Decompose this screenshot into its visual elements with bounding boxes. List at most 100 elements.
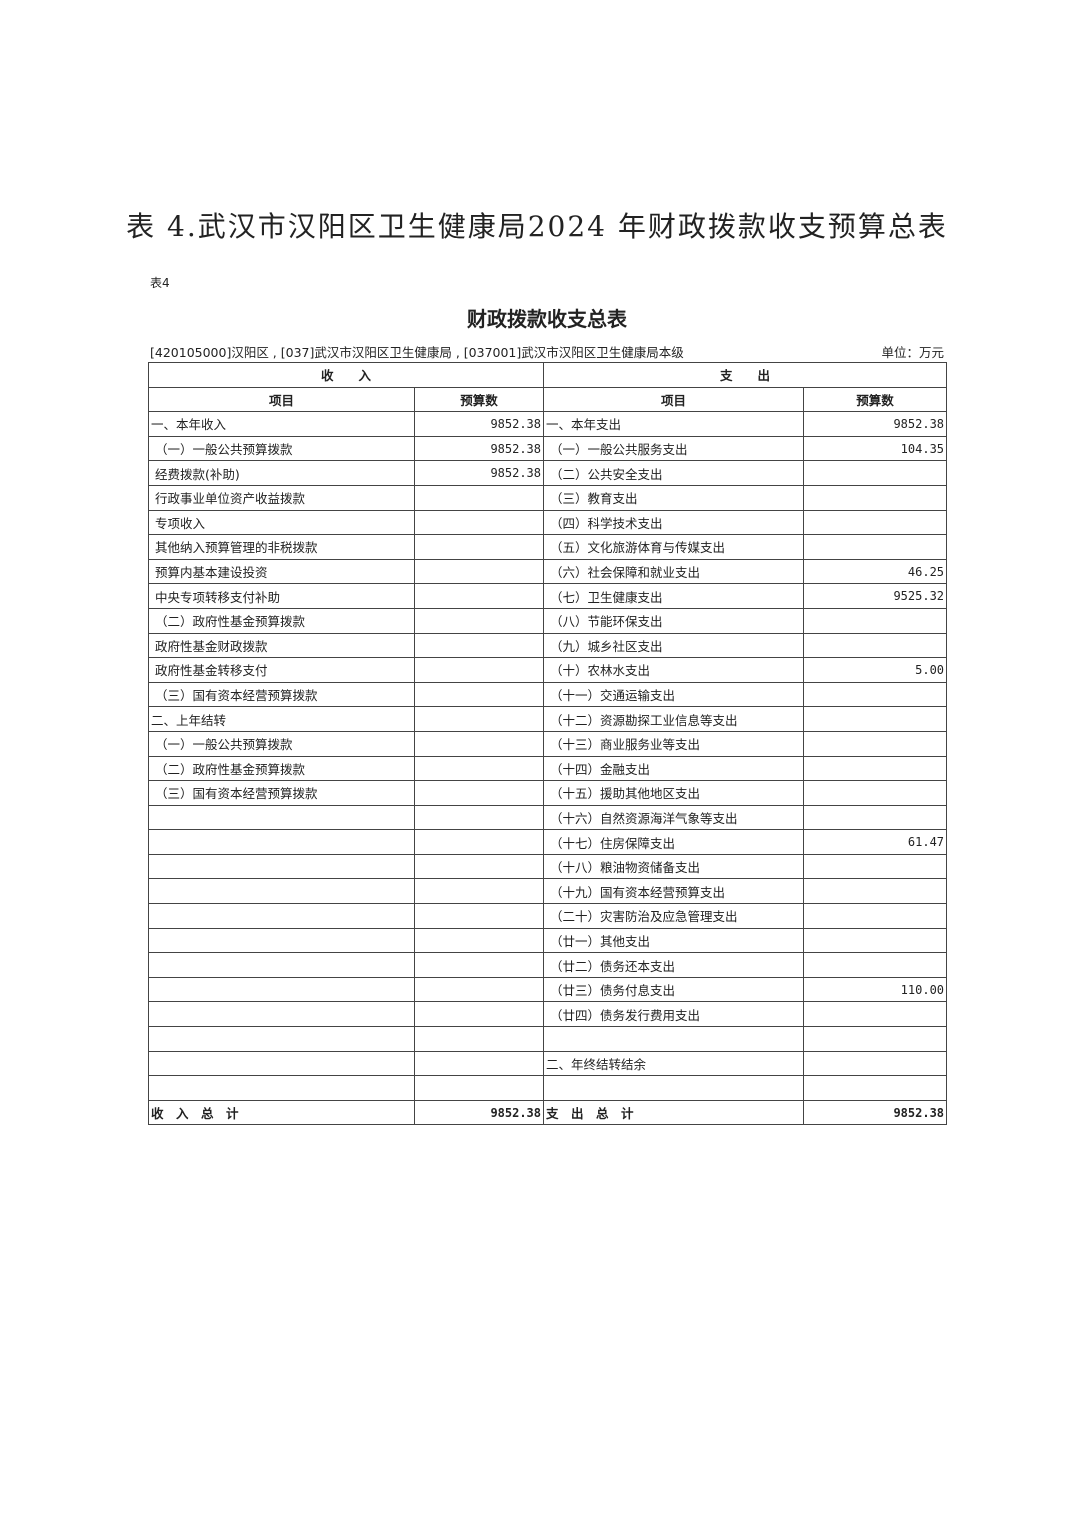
expense-value [803,534,948,560]
expense-value: 46.25 [803,558,948,585]
table-row: （二）政府性基金预算拨款 （八）节能环保支出 [148,607,948,634]
expense-value [803,632,948,659]
income-value [413,1075,545,1101]
expense-item: （十一）交通运输支出 [543,681,805,708]
expense-total-value: 9852.38 [803,1099,948,1126]
expense-value [803,1001,948,1028]
income-value: 9852.38 [413,435,545,462]
expense-value [803,730,948,757]
income-value [413,657,545,683]
expense-value [803,853,948,880]
expense-item: （廿四）债务发行费用支出 [543,1001,805,1028]
expense-item: （十）农林水支出 [543,657,805,683]
expense-value [803,1075,948,1101]
income-total-value: 9852.38 [413,1099,545,1126]
expense-total-label: 支 出 总 计 [543,1099,805,1126]
table-row: （廿三）债务付息支出 110.00 [148,976,948,1003]
income-item: 其他纳入预算管理的非税拨款 [148,534,415,560]
income-value [413,804,545,831]
income-value [413,632,545,659]
income-item [148,878,415,905]
expense-item: 一、本年支出 [543,411,805,437]
income-item-header: 项目 [148,386,415,413]
expense-item: （九）城乡社区支出 [543,632,805,659]
expense-value: 9525.32 [803,583,948,609]
table-title: 财政拨款收支总表 [467,307,627,331]
expense-item [543,1026,805,1052]
income-item: 政府性基金转移支付 [148,657,415,683]
table-row: （三）国有资本经营预算拨款 （十五）援助其他地区支出 [148,780,948,806]
table-row: （十八）粮油物资储备支出 [148,853,948,880]
income-value [413,927,545,954]
expense-item: 二、年终结转结余 [543,1050,805,1077]
income-item: 一、本年收入 [148,411,415,437]
income-value [413,706,545,732]
expense-item: （廿三）债务付息支出 [543,976,805,1003]
expense-item: （八）节能环保支出 [543,607,805,634]
expense-value: 5.00 [803,657,948,683]
table-row: （十六）自然资源海洋气象等支出 [148,804,948,831]
table-row: 二、上年结转 （十二）资源勘探工业信息等支出 [148,706,948,732]
expense-item: （六）社会保障和就业支出 [543,558,805,585]
expense-item: （十二）资源勘探工业信息等支出 [543,706,805,732]
income-item: （一）一般公共预算拨款 [148,435,415,462]
expense-item: （一）一般公共服务支出 [543,435,805,462]
income-value [413,730,545,757]
expense-value [803,1026,948,1052]
expense-value [803,804,948,831]
income-value [413,853,545,880]
expense-item: （十六）自然资源海洋气象等支出 [543,804,805,831]
expense-item: （十三）商业服务业等支出 [543,730,805,757]
income-value [413,829,545,855]
income-value [413,681,545,708]
income-value [413,755,545,782]
expense-value [803,509,948,536]
expense-value [803,706,948,732]
income-value [413,976,545,1003]
income-item: 二、上年结转 [148,706,415,732]
expense-value [803,681,948,708]
income-value [413,607,545,634]
expense-value: 9852.38 [803,411,948,437]
expense-item: （十五）援助其他地区支出 [543,780,805,806]
income-value [413,1050,545,1077]
income-header: 收 入 [147,362,545,388]
table-row: 政府性基金财政拨款 （九）城乡社区支出 [148,632,948,659]
expense-value [803,484,948,511]
income-item [148,829,415,855]
table-row: 行政事业单位资产收益拨款 （三）教育支出 [148,484,948,511]
expense-value [803,755,948,782]
total-row: 收 入 总 计 9852.38 支 出 总 计 9852.38 [148,1099,948,1126]
table-row: （十九）国有资本经营预算支出 [148,878,948,905]
income-item: 行政事业单位资产收益拨款 [148,484,415,511]
document-title: 表 4.武汉市汉阳区卫生健康局2024 年财政拨款收支预算总表 [126,210,948,243]
table-row: （二）政府性基金预算拨款 （十四）金融支出 [148,755,948,782]
income-value: 9852.38 [413,411,545,437]
table-row: 二、年终结转结余 [148,1050,948,1077]
income-value [413,780,545,806]
income-item: 政府性基金财政拨款 [148,632,415,659]
expense-item: （十四）金融支出 [543,755,805,782]
table-row: 专项收入 （四）科学技术支出 [148,509,948,536]
expense-item [543,1075,805,1101]
expense-item: （十七）住房保障支出 [543,829,805,855]
budget-table: 收 入支 出 项目 预算数 项目 预算数 一、本年收入 9852.38 一、本年支出 985… [147,362,948,1126]
income-value [413,509,545,536]
table-row: （廿一）其他支出 [148,927,948,954]
income-item: （一）一般公共预算拨款 [148,730,415,757]
expense-value [803,878,948,905]
income-item [148,804,415,831]
income-item: （二）政府性基金预算拨款 [148,755,415,782]
expense-value [803,927,948,954]
table-row: 政府性基金转移支付 （十）农林水支出 5.00 [148,657,948,683]
income-item [148,1026,415,1052]
table-row: （十七）住房保障支出 61.47 [148,829,948,855]
table-row: 预算内基本建设投资 （六）社会保障和就业支出 46.25 [148,558,948,585]
income-total-label: 收 入 总 计 [148,1099,415,1126]
expense-budget-header: 预算数 [803,386,948,413]
expense-value [803,952,948,978]
table-row: （廿四）债务发行费用支出 [148,1001,948,1028]
expense-value: 61.47 [803,829,948,855]
expense-item-header: 项目 [543,386,805,413]
